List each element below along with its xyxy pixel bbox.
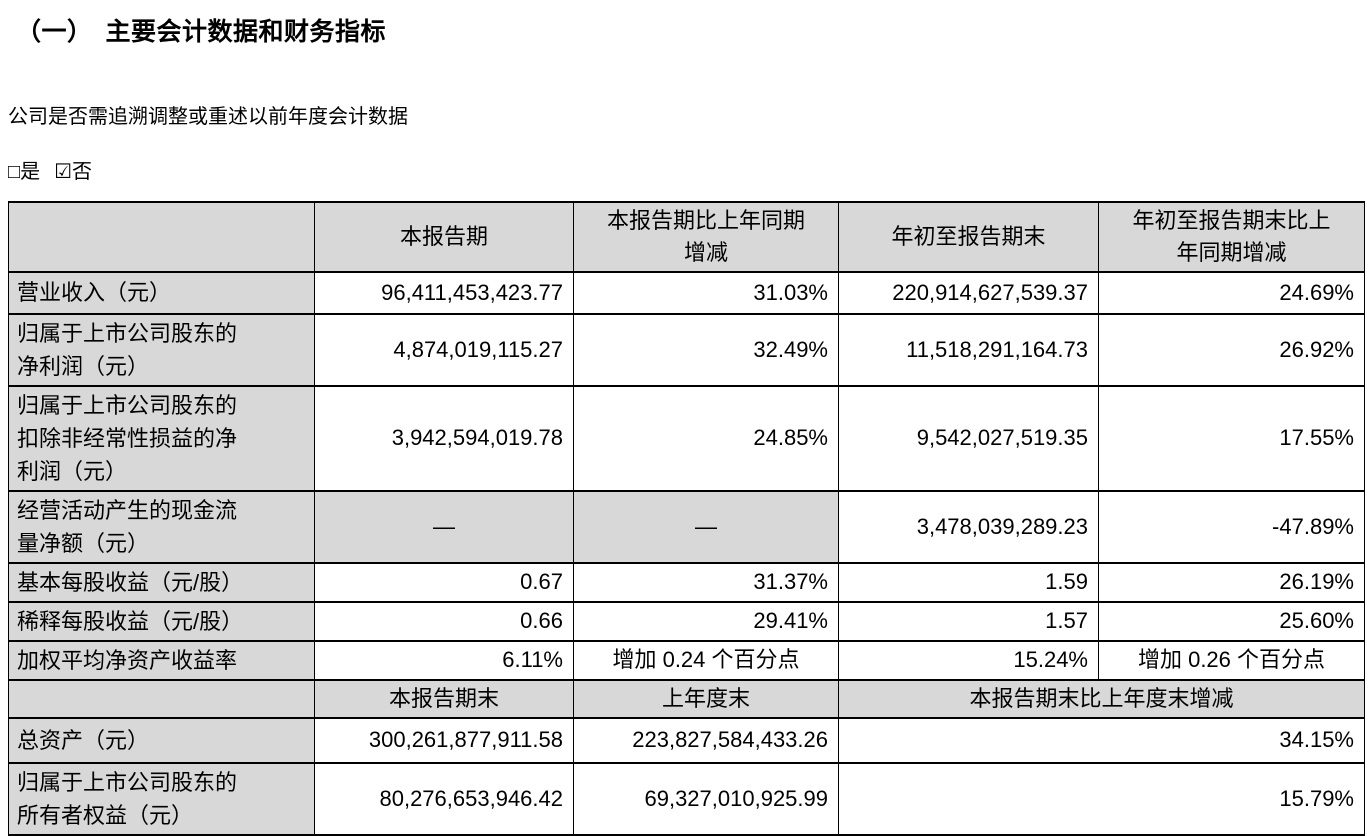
row-label: 总资产（元） [8,716,315,764]
column-header-blank [8,678,315,719]
cell-value: 1.59 [838,561,1099,603]
table-row-weighted-avg-roe: 加权平均净资产收益率 6.11% 增加 0.24 个百分点 15.24% 增加 … [8,639,1365,681]
restatement-question: 公司是否需追溯调整或重述以前年度会计数据 [8,106,408,128]
cell-value: 3,942,594,019.78 [314,384,574,492]
cell-value: 69,327,010,925.99 [573,761,839,836]
cell-value: 24.69% [1098,270,1365,315]
cell-value: 15.24% [838,639,1099,681]
row-label: 加权平均净资产收益率 [8,639,315,681]
table-row-net-profit-excl-nonrecurring: 归属于上市公司股东的 扣除非经常性损益的净 利润（元） 3,942,594,01… [8,384,1365,492]
cell-value: 增加 0.26 个百分点 [1098,639,1365,681]
cell-value: 31.03% [573,270,839,315]
table-header-row-top: 本报告期 本报告期比上年同期 增减 年初至报告期末 年初至报告期末比上 年同期增… [8,201,1365,273]
column-header-end-of-period: 本报告期末 [314,678,574,719]
cell-value: 80,276,653,946.42 [314,761,574,836]
cell-value: 9,542,027,519.35 [838,384,1099,492]
cell-value: 25.60% [1098,600,1365,642]
row-label: 归属于上市公司股东的 所有者权益（元） [8,761,315,836]
column-header-ytd-yoy: 年初至报告期末比上 年同期增减 [1098,201,1365,273]
cell-value: 223,827,584,433.26 [573,716,839,764]
cell-value: 0.67 [314,561,574,603]
section-title: （一） 主要会计数据和财务指标 [16,18,387,46]
cell-value: 220,914,627,539.37 [838,270,1099,315]
column-header-ytd: 年初至报告期末 [838,201,1099,273]
checkbox-yes-label: 是 [20,161,41,183]
cell-value: 3,478,039,289.23 [838,489,1099,564]
row-label: 经营活动产生的现金流 量净额（元） [8,489,315,564]
column-header-current-period-yoy: 本报告期比上年同期 增减 [573,201,839,273]
cell-value: 24.85% [573,384,839,492]
column-header-period-vs-prior-year: 本报告期末比上年度末增减 [838,678,1365,719]
table-row-total-assets: 总资产（元） 300,261,877,911.58 223,827,584,43… [8,716,1365,764]
cell-value: 32.49% [573,312,839,387]
cell-value: 300,261,877,911.58 [314,716,574,764]
row-label: 基本每股收益（元/股） [8,561,315,603]
cell-value: 34.15% [838,716,1365,764]
restatement-answer: □是 ☑否 [8,155,1372,184]
cell-value: -47.89% [1098,489,1365,564]
checkbox-unchecked-icon: □ [8,161,21,183]
table-row-diluted-eps: 稀释每股收益（元/股） 0.66 29.41% 1.57 25.60% [8,600,1365,642]
checkbox-yes: □是 [8,161,40,183]
cell-value: 4,874,019,115.27 [314,312,574,387]
cell-value-dash: — [314,489,574,564]
cell-value: 增加 0.24 个百分点 [573,639,839,681]
financial-indicators-table: 本报告期 本报告期比上年同期 增减 年初至报告期末 年初至报告期末比上 年同期增… [8,201,1365,836]
cell-value: 11,518,291,164.73 [838,312,1099,387]
table-row-operating-cash-flow: 经营活动产生的现金流 量净额（元） — — 3,478,039,289.23 -… [8,489,1365,564]
column-header-current-period: 本报告期 [314,201,574,273]
cell-value: 31.37% [573,561,839,603]
cell-value-dash: — [573,489,839,564]
column-header-blank [8,201,315,273]
cell-value: 0.66 [314,600,574,642]
table-row-equity: 归属于上市公司股东的 所有者权益（元） 80,276,653,946.42 69… [8,761,1365,836]
cell-value: 26.92% [1098,312,1365,387]
cell-value: 6.11% [314,639,574,681]
row-label: 稀释每股收益（元/股） [8,600,315,642]
table-row-revenue: 营业收入（元） 96,411,453,423.77 31.03% 220,914… [8,270,1365,315]
table-row-net-profit: 归属于上市公司股东的 净利润（元） 4,874,019,115.27 32.49… [8,312,1365,387]
cell-value: 26.19% [1098,561,1365,603]
checkbox-no-label: 否 [72,161,93,183]
row-label: 归属于上市公司股东的 净利润（元） [8,312,315,387]
checkbox-no: ☑否 [54,161,92,183]
row-label: 归属于上市公司股东的 扣除非经常性损益的净 利润（元） [8,384,315,492]
cell-value: 29.41% [573,600,839,642]
cell-value: 17.55% [1098,384,1365,492]
table-row-basic-eps: 基本每股收益（元/股） 0.67 31.37% 1.59 26.19% [8,561,1365,603]
cell-value: 96,411,453,423.77 [314,270,574,315]
cell-value: 1.57 [838,600,1099,642]
column-header-end-of-prior-year: 上年度末 [573,678,839,719]
cell-value: 15.79% [838,761,1365,836]
table-header-row-mid: 本报告期末 上年度末 本报告期末比上年度末增减 [8,678,1365,719]
row-label: 营业收入（元） [8,270,315,315]
checkbox-checked-icon: ☑ [54,161,73,183]
